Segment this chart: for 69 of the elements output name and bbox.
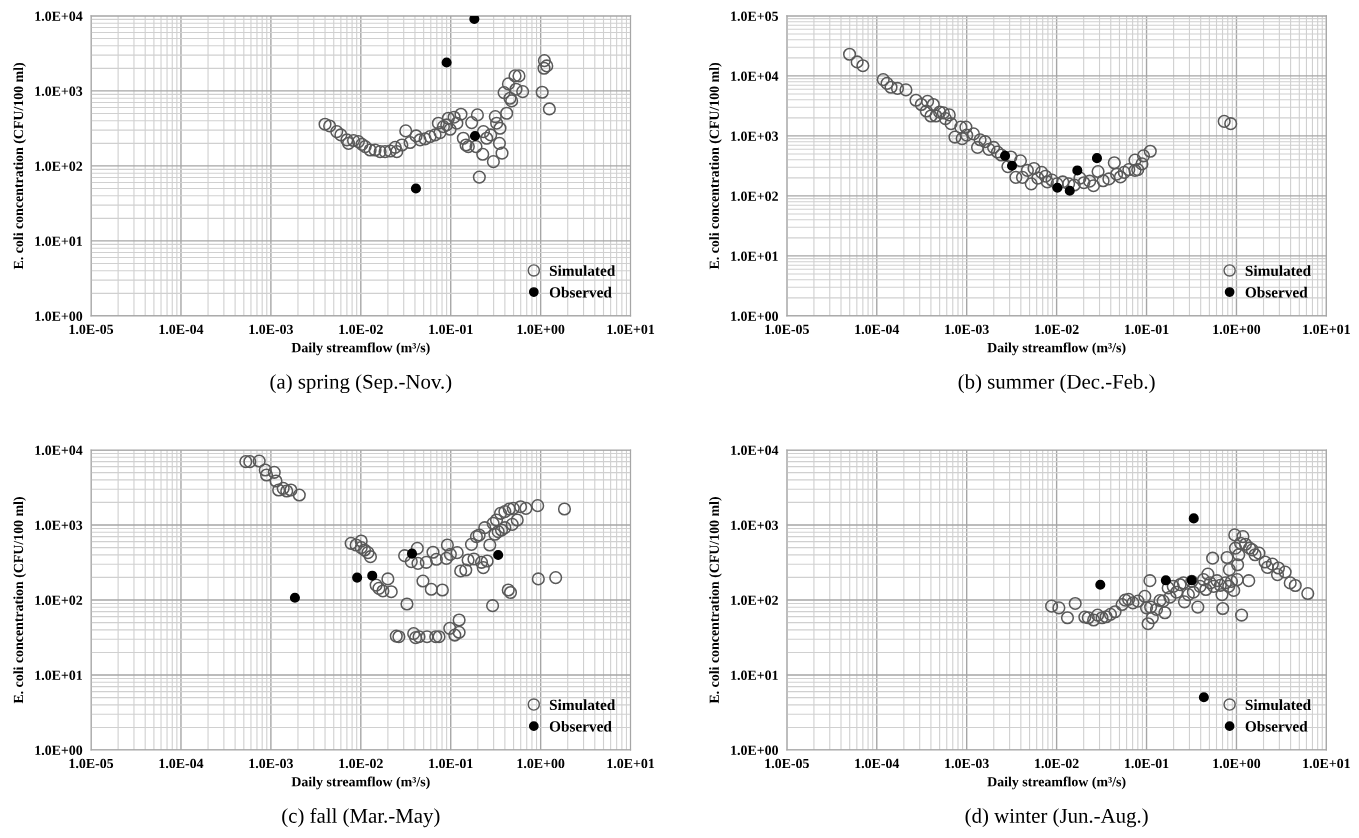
legend-label: Observed [1245,720,1308,732]
legend-label: Simulated [549,699,616,711]
x-tick-label: 1.0E-01 [429,324,473,335]
y-tick-label: 1.0E+00 [35,311,83,321]
y-tick-label: 1.0E+03 [731,131,779,141]
x-tick-label: 1.0E-04 [855,324,900,335]
y-tick-label: 1.0E+03 [35,86,83,96]
x-tick-label: 1.0E-05 [69,758,114,769]
y-tick-label: 1.0E+05 [731,11,779,21]
x-tick-label: 1.0E-03 [945,324,989,335]
x-tick-label: 1.0E-04 [159,758,204,769]
x-tick-label: 1.0E-03 [249,758,293,769]
x-axis-title: Daily streamflow (m³/s) [987,342,1126,356]
x-tick-label: 1.0E+00 [1213,324,1261,335]
legend-label: Observed [1245,286,1308,298]
y-tick-label: 1.0E+04 [731,71,779,81]
x-tick-label: 1.0E+01 [1303,758,1350,769]
x-tick-label: 1.0E-05 [765,758,809,769]
x-tick-label: 1.0E+00 [517,758,565,769]
x-tick-label: 1.0E-02 [1035,758,1079,769]
x-axis-title: Daily streamflow (m³/s) [291,342,430,356]
y-axis-title: E. coli concentration (CFU/100 ml) [13,62,26,270]
legend-label: Simulated [1245,699,1311,711]
y-tick-label: 1.0E+03 [35,520,83,531]
y-tick-label: 1.0E+00 [731,311,778,321]
y-tick-label: 1.0E+02 [35,595,83,606]
x-tick-label: 1.0E+01 [607,758,655,769]
x-tick-label: 1.0E-04 [855,758,900,769]
x-tick-label: 1.0E+00 [1213,758,1261,769]
y-tick-label: 1.0E+02 [731,595,778,606]
x-tick-label: 1.0E+01 [1303,324,1350,335]
x-tick-label: 1.0E-02 [1035,324,1079,335]
legend-label: Observed [549,720,612,732]
legend-label: Simulated [549,265,616,276]
y-tick-label: 1.0E+01 [731,251,778,261]
x-tick-label: 1.0E-01 [1125,324,1169,335]
y-tick-label: 1.0E+00 [35,745,83,756]
y-tick-label: 1.0E+02 [731,191,778,201]
x-tick-label: 1.0E-03 [945,758,989,769]
text: (d) winter (Jun.-Aug.) [965,808,1148,828]
text: (c) fall (Mar.-May) [282,808,440,828]
y-axis-title: E. coli concentration (CFU/100 ml) [709,62,722,270]
x-tick-label: 1.0E-05 [765,324,809,335]
x-tick-label: 1.0E-01 [429,758,473,769]
legend-label: Observed [549,286,612,298]
text: (a) spring (Sep.-Nov.) [270,374,452,394]
x-tick-label: 1.0E-02 [339,324,383,335]
x-tick-label: 1.0E+01 [607,324,655,335]
y-axis-title: E. coli concentration (CFU/100 ml) [709,497,722,704]
x-tick-label: 1.0E-04 [159,324,204,335]
x-axis-title: Daily streamflow (m³/s) [987,776,1126,790]
y-tick-label: 1.0E+04 [35,11,83,21]
y-tick-label: 1.0E+00 [731,745,778,756]
y-tick-label: 1.0E+01 [35,236,82,246]
y-tick-label: 1.0E+01 [35,670,82,681]
x-tick-label: 1.0E-01 [1125,758,1169,769]
x-tick-label: 1.0E-03 [249,324,293,335]
y-tick-label: 1.0E+04 [35,445,83,456]
x-tick-label: 1.0E+00 [517,324,565,335]
x-tick-label: 1.0E-05 [69,324,114,335]
y-tick-label: 1.0E+03 [731,520,779,531]
y-tick-label: 1.0E+01 [731,670,778,681]
y-axis-title: E. coli concentration (CFU/100 ml) [13,497,26,704]
x-axis-title: Daily streamflow (m³/s) [291,776,430,790]
y-tick-label: 1.0E+02 [35,161,83,171]
x-tick-label: 1.0E-02 [339,758,383,769]
text: (b) summer (Dec.-Feb.) [958,374,1155,394]
legend-label: Simulated [1245,265,1311,276]
y-tick-label: 1.0E+04 [731,445,779,456]
